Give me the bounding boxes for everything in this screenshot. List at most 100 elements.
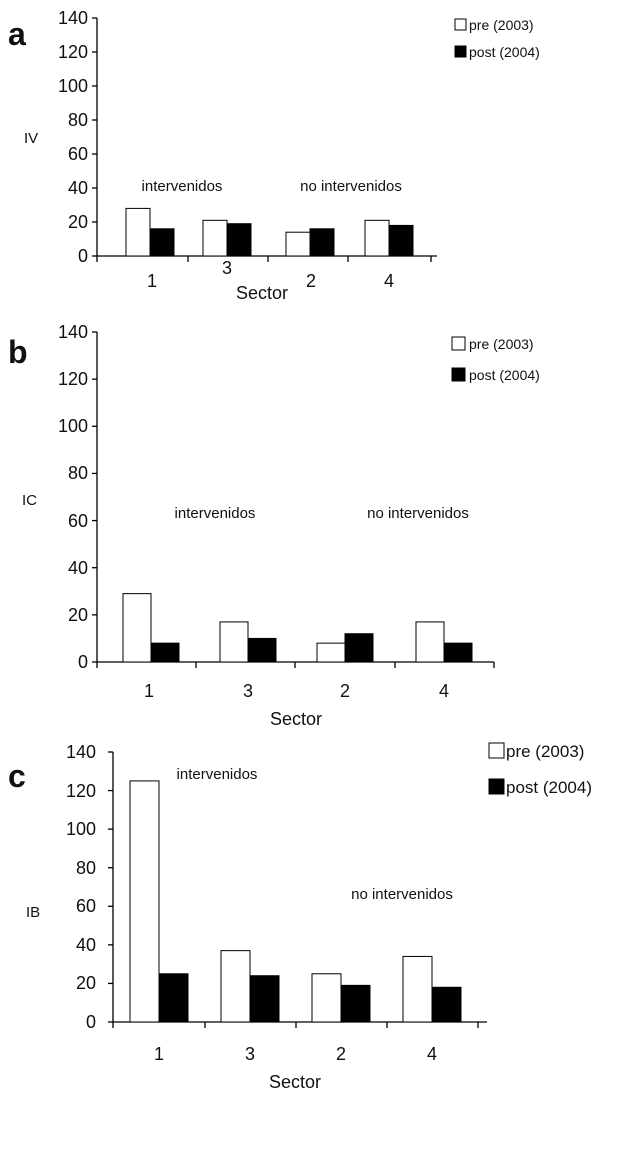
b-bar-pre-2003-sector-2 <box>316 642 346 663</box>
panel-a-xtick-3: 3 <box>222 258 232 278</box>
c-bar-pre-2003-sector-3 <box>220 950 251 1023</box>
c-bar-post-2004-sector-3 <box>249 975 280 1023</box>
chart-panel-a: a 140 120 100 80 60 40 20 0 IV 1 3 2 4 S… <box>8 8 540 303</box>
a-bar-post-2004-sector-4 <box>388 224 414 257</box>
panel-c-xtick-1: 1 <box>154 1044 164 1064</box>
c-bar-pre-2003-sector-2 <box>311 973 342 1023</box>
panel-a-y-axis-label: IV <box>24 130 38 147</box>
panel-b-y-ticks: 140 120 100 80 60 40 20 0 <box>58 322 88 672</box>
panel-c-ytick-40: 40 <box>76 935 96 955</box>
panel-b-letter: b <box>8 334 28 370</box>
panel-c-ytick-80: 80 <box>76 858 96 878</box>
panel-b-ytick-60: 60 <box>68 511 88 531</box>
b-bar-pre-2003-sector-4 <box>415 621 445 663</box>
panel-a-ytick-120: 120 <box>58 42 88 62</box>
c-bar-pre-2003-sector-1 <box>129 780 160 1023</box>
panel-b-ytick-0: 0 <box>78 652 88 672</box>
panel-b-legend: pre (2003) post (2004) <box>451 336 540 383</box>
panel-a-bars <box>92 17 432 262</box>
a-bar-post-2004-sector-3 <box>226 223 252 257</box>
panel-b-bars <box>92 331 495 668</box>
panel-a-legend-label-pre: pre (2003) <box>469 17 534 33</box>
b-bar-post-2004-sector-1 <box>150 642 180 663</box>
panel-b-y-axis-label: IC <box>22 492 37 509</box>
b-bar-pre-2003-sector-3 <box>219 621 249 663</box>
panel-a-xtick-2: 2 <box>306 271 316 291</box>
panel-b-xtick-2: 2 <box>340 681 350 701</box>
panel-b-legend-swatch-pre <box>451 336 466 351</box>
panel-c-legend: pre (2003) post (2004) <box>488 742 592 797</box>
c-bar-post-2004-sector-4 <box>431 986 462 1023</box>
panel-b-legend-label-pre: pre (2003) <box>469 336 534 352</box>
panel-c-y-ticks: 140 120 100 80 60 40 20 0 <box>66 742 96 1032</box>
panel-c-xtick-4: 4 <box>427 1044 437 1064</box>
panel-a-ytick-60: 60 <box>68 144 88 164</box>
panel-c-legend-label-pre: pre (2003) <box>506 742 584 761</box>
chart-panel-c: c 140 120 100 80 60 40 20 0 IB 1 3 2 4 S… <box>8 742 592 1092</box>
panel-a-annotation-no-intervenidos: no intervenidos <box>300 178 402 195</box>
panel-b-legend-label-post: post (2004) <box>469 367 540 383</box>
panel-c-legend-swatch-pre <box>488 742 505 759</box>
panel-a-x-axis-label: Sector <box>236 283 288 303</box>
panel-b-legend-swatch-post <box>451 367 466 382</box>
b-bar-post-2004-sector-4 <box>443 642 473 663</box>
panel-c-legend-swatch-post <box>488 778 505 795</box>
panel-c-ytick-0: 0 <box>86 1012 96 1032</box>
panel-a-legend: pre (2003) post (2004) <box>454 17 540 60</box>
panel-a-xtick-4: 4 <box>384 271 394 291</box>
panel-a-letter: a <box>8 16 26 52</box>
panel-c-y-axis-label: IB <box>26 904 40 921</box>
panel-a-legend-swatch-post <box>454 45 467 58</box>
panel-b-xtick-3: 3 <box>243 681 253 701</box>
panel-c-xtick-3: 3 <box>245 1044 255 1064</box>
panel-c-letter: c <box>8 758 26 794</box>
panel-c-ytick-120: 120 <box>66 781 96 801</box>
panel-a-legend-label-post: post (2004) <box>469 44 540 60</box>
panel-a-ytick-0: 0 <box>78 246 88 266</box>
a-bar-pre-2003-sector-2 <box>285 231 311 257</box>
panel-b-annotation-intervenidos: intervenidos <box>175 505 256 522</box>
panel-a-ytick-20: 20 <box>68 212 88 232</box>
panel-b-annotation-no-intervenidos: no intervenidos <box>367 505 469 522</box>
panel-a-ytick-100: 100 <box>58 76 88 96</box>
chart-panel-b: b 140 120 100 80 60 40 20 0 IC 1 3 2 4 S… <box>8 322 540 729</box>
panel-c-annotation-no-intervenidos: no intervenidos <box>351 886 453 903</box>
panel-a-ytick-40: 40 <box>68 178 88 198</box>
panel-c-ytick-140: 140 <box>66 742 96 762</box>
panel-b-ytick-120: 120 <box>58 369 88 389</box>
panel-a-ytick-80: 80 <box>68 110 88 130</box>
c-bar-post-2004-sector-2 <box>340 984 371 1023</box>
b-bar-pre-2003-sector-1 <box>122 593 152 663</box>
a-bar-pre-2003-sector-3 <box>202 219 228 257</box>
a-bar-pre-2003-sector-1 <box>125 207 151 257</box>
panel-a-legend-swatch-pre <box>454 18 467 31</box>
a-bar-pre-2003-sector-4 <box>364 219 390 257</box>
panel-b-ytick-40: 40 <box>68 558 88 578</box>
panel-c-ytick-100: 100 <box>66 819 96 839</box>
panel-c-bars <box>108 751 479 1028</box>
panel-c-ytick-60: 60 <box>76 896 96 916</box>
panel-b-ytick-20: 20 <box>68 605 88 625</box>
panel-a-y-ticks: 140 120 100 80 60 40 20 0 <box>58 8 88 266</box>
panel-b-xtick-1: 1 <box>144 681 154 701</box>
panel-b-ytick-140: 140 <box>58 322 88 342</box>
a-bar-post-2004-sector-2 <box>309 228 335 257</box>
panel-c-xtick-2: 2 <box>336 1044 346 1064</box>
panel-c-legend-label-post: post (2004) <box>506 778 592 797</box>
panel-c-annotation-intervenidos: intervenidos <box>177 766 258 783</box>
panel-b-ytick-100: 100 <box>58 416 88 436</box>
b-bar-post-2004-sector-2 <box>344 633 374 663</box>
panel-a-ytick-140: 140 <box>58 8 88 28</box>
panel-c-x-axis-label: Sector <box>269 1072 321 1092</box>
panel-a-annotation-intervenidos: intervenidos <box>142 178 223 195</box>
panel-c-ytick-20: 20 <box>76 973 96 993</box>
panel-a-xtick-1: 1 <box>147 271 157 291</box>
a-bar-post-2004-sector-1 <box>149 228 175 257</box>
panel-b-ytick-80: 80 <box>68 463 88 483</box>
b-bar-post-2004-sector-3 <box>247 637 277 663</box>
panel-b-x-axis-label: Sector <box>270 709 322 729</box>
c-bar-post-2004-sector-1 <box>158 973 189 1023</box>
c-bar-pre-2003-sector-4 <box>402 955 433 1023</box>
panel-b-xtick-4: 4 <box>439 681 449 701</box>
